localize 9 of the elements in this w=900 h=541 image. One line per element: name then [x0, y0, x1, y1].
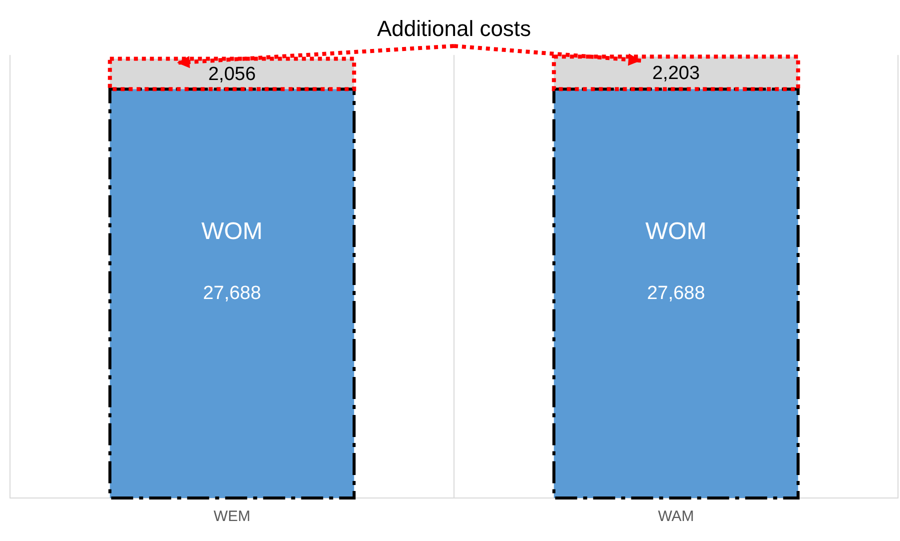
data-label: 2,203: [652, 63, 700, 84]
data-label: 2,056: [208, 64, 256, 86]
text: WOM: [645, 218, 707, 245]
data-label: 27,688: [202, 282, 262, 304]
series-label: Additional costs: [376, 16, 532, 42]
data-label: 27,688: [646, 282, 706, 304]
series-label: WOM: [201, 218, 263, 245]
x-tick-label: WAM: [658, 508, 694, 526]
x-tick-label: WEM: [214, 508, 250, 526]
